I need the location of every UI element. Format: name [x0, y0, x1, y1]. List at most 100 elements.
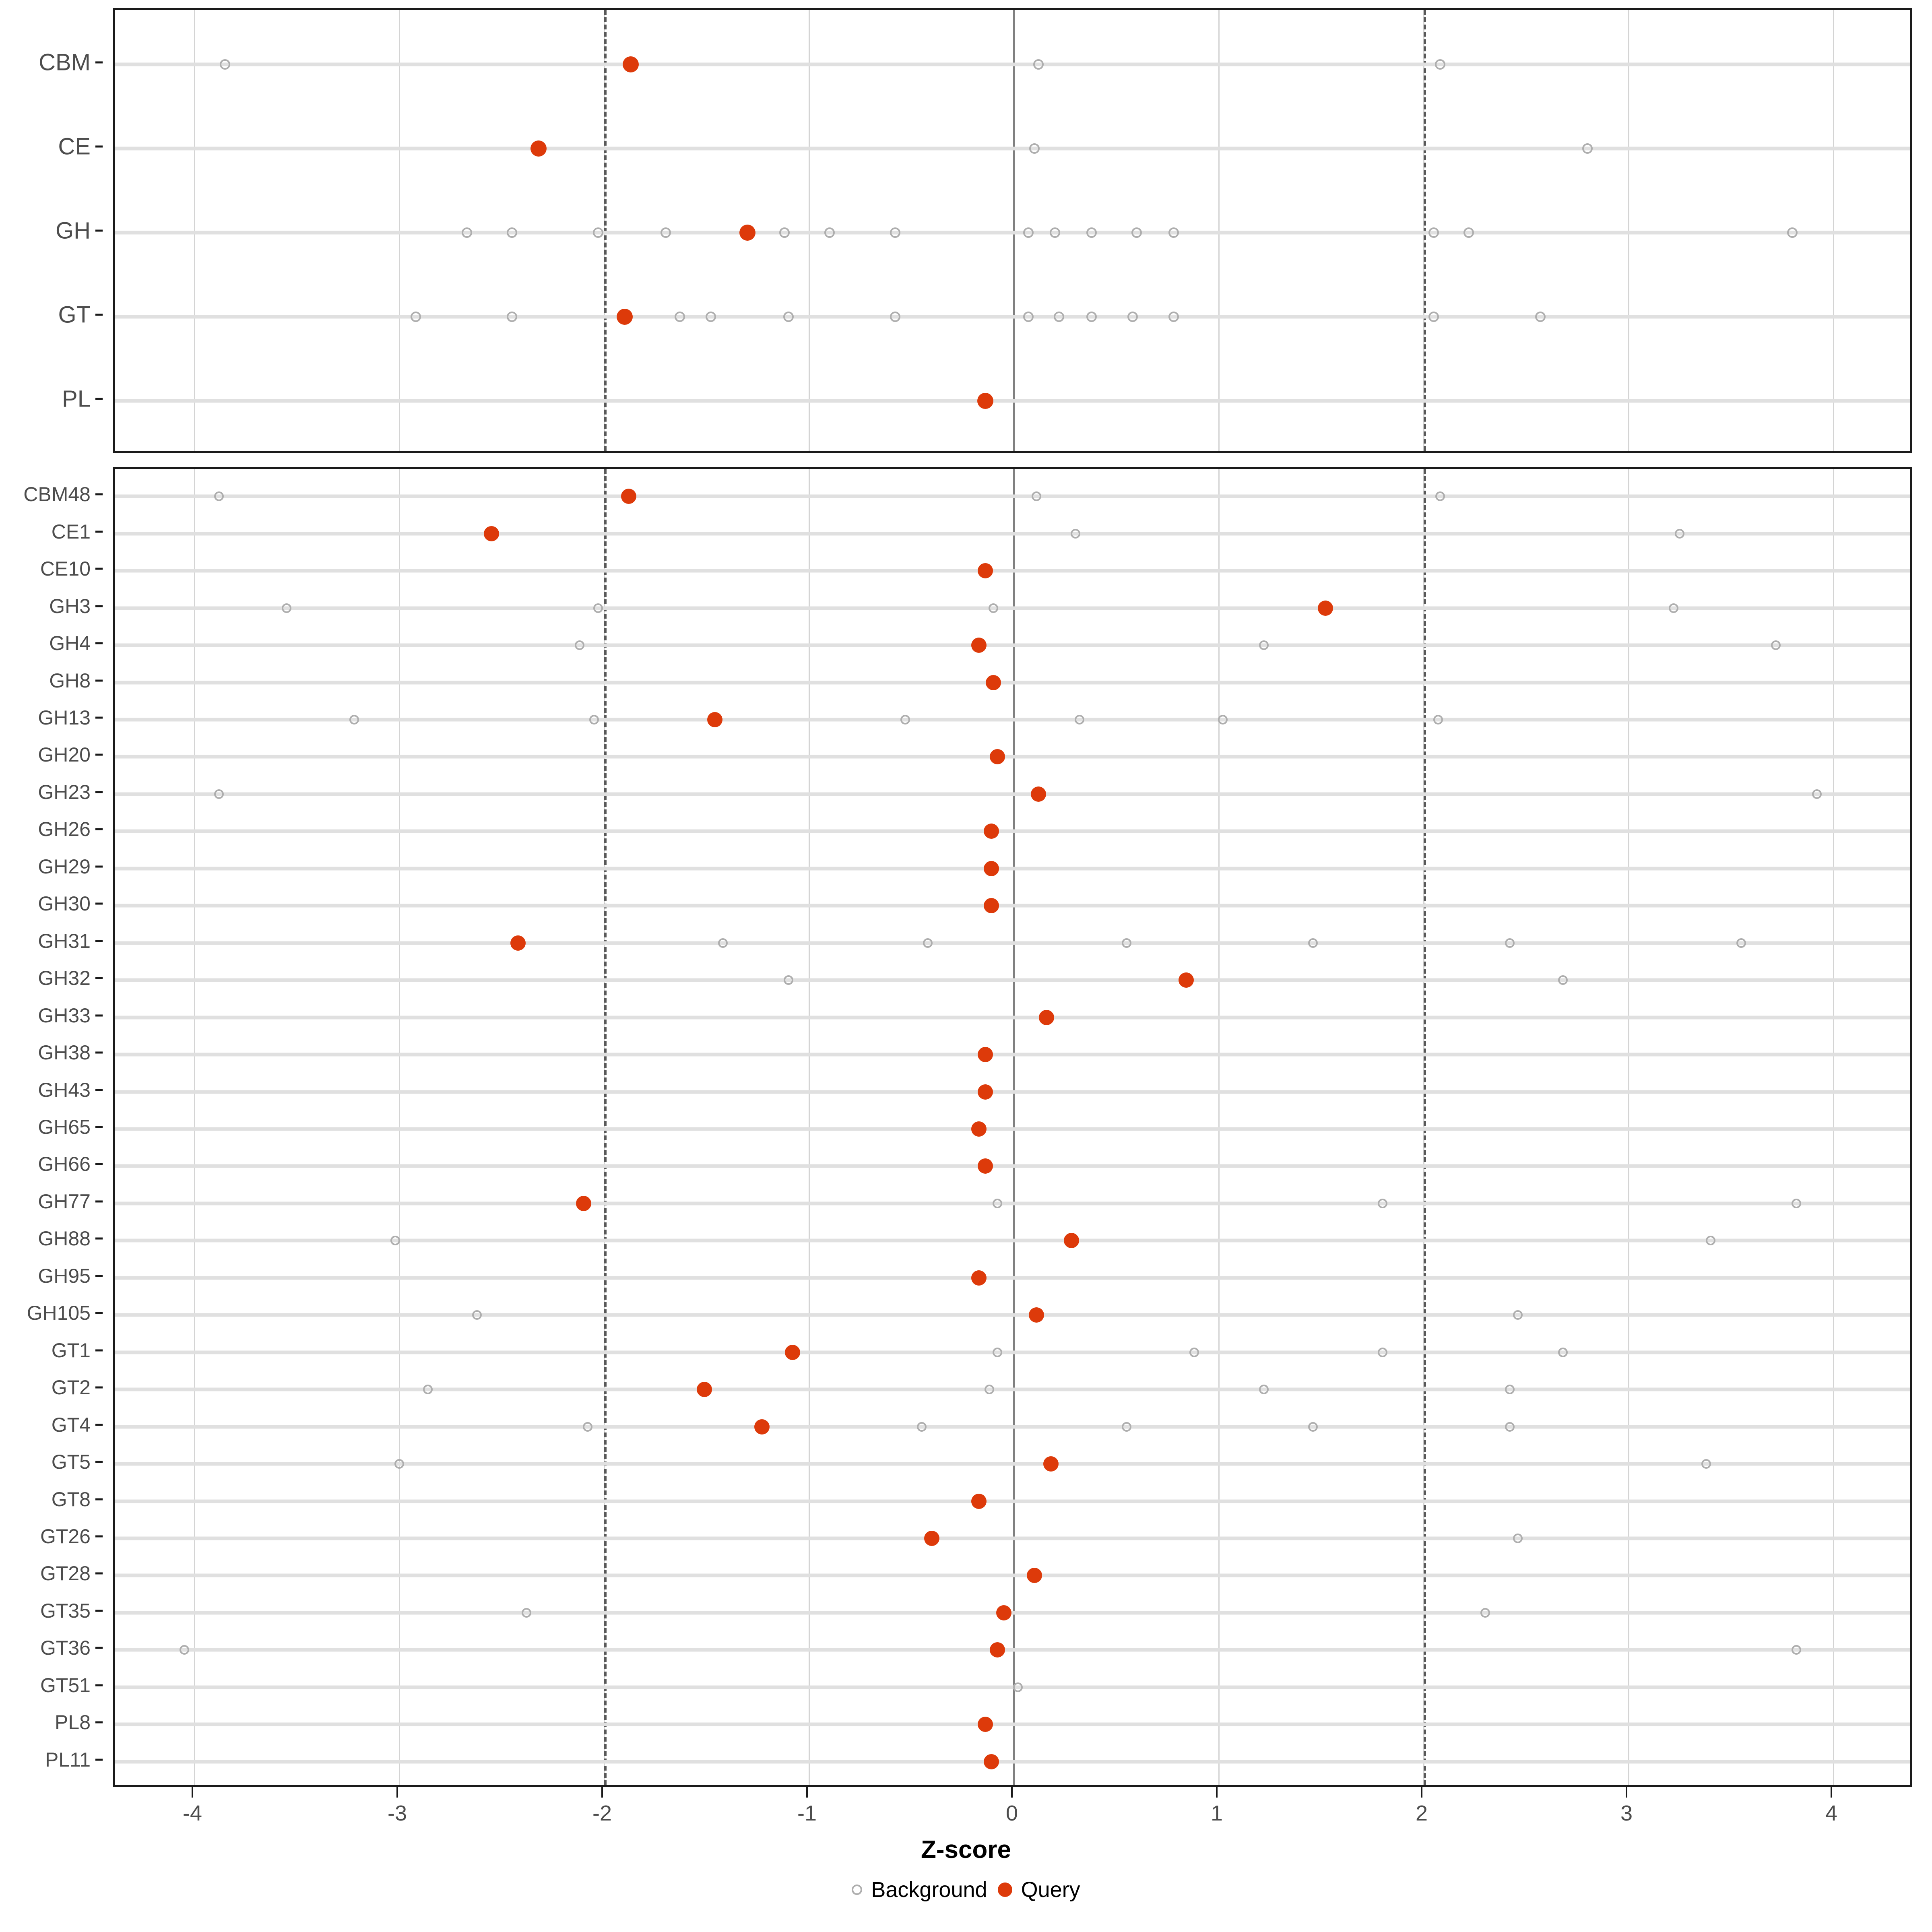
gridline-x-4: [1833, 10, 1834, 451]
background-point: [472, 1310, 482, 1320]
y-axis-tick: [95, 1312, 103, 1314]
query-point: [1031, 786, 1046, 802]
query-point: [977, 392, 993, 409]
threshold-line--2: [604, 469, 607, 1785]
background-point: [583, 1422, 593, 1432]
y-axis-tick: [95, 977, 103, 979]
x-axis-tick-label: 4: [1825, 1801, 1838, 1825]
background-point: [1736, 938, 1746, 948]
y-axis-label: GH31: [38, 929, 91, 952]
y-axis-label: GH13: [38, 706, 91, 729]
y-axis-label: GH88: [38, 1227, 91, 1250]
legend-label-query: Query: [1021, 1878, 1080, 1902]
background-point: [1131, 227, 1142, 238]
legend-item-background[interactable]: Background: [852, 1877, 987, 1902]
y-axis-label: GT8: [51, 1488, 91, 1511]
background-point: [282, 603, 292, 613]
row-baseline: [115, 755, 1910, 759]
x-axis-tick-label: -4: [182, 1801, 202, 1825]
row-baseline: [115, 1387, 1910, 1391]
row-baseline: [115, 1238, 1910, 1243]
filled-circle-icon: [997, 1882, 1012, 1897]
background-point: [1053, 311, 1064, 322]
y-axis-label: CBM: [39, 49, 91, 75]
query-point: [984, 824, 999, 839]
row-baseline: [115, 867, 1910, 871]
y-axis-label: CE1: [51, 520, 91, 543]
row-baseline: [115, 147, 1910, 150]
background-point: [349, 714, 359, 724]
background-point: [1558, 975, 1568, 985]
x-axis-tick-label: 0: [1005, 1801, 1018, 1825]
x-axis: -4 -3 -2 -1 0 1 2 3 4: [113, 1787, 1912, 1835]
y-axis-label: GT4: [51, 1413, 91, 1436]
y-axis-tick: [95, 902, 103, 905]
background-point: [1308, 938, 1318, 948]
query-point: [1039, 1009, 1055, 1025]
y-axis-tick: [95, 1014, 103, 1017]
threshold-line--2: [604, 10, 607, 451]
query-point: [984, 861, 999, 876]
background-point: [890, 227, 900, 238]
y-axis-tick: [95, 1089, 103, 1091]
y-axis-tick: [95, 1461, 103, 1463]
x-axis-tick-2: [1421, 1787, 1422, 1798]
background-point: [1259, 1385, 1269, 1395]
row-baseline: [115, 1350, 1910, 1354]
y-axis-tick: [95, 865, 103, 868]
background-point: [1168, 311, 1179, 322]
background-point: [1433, 714, 1443, 724]
background-point: [1558, 1347, 1568, 1357]
y-axis-label: GT2: [51, 1376, 91, 1399]
background-point: [824, 227, 835, 238]
y-axis-label: GH23: [38, 780, 91, 803]
x-axis-tick--4: [192, 1787, 193, 1798]
gridline-x-1: [1218, 469, 1220, 1785]
y-axis-label: GH32: [38, 967, 91, 990]
y-axis-tick: [95, 314, 103, 316]
background-point: [1513, 1310, 1523, 1320]
background-point: [506, 227, 517, 238]
row-baseline: [115, 792, 1910, 796]
row-baseline: [115, 1016, 1910, 1020]
query-point: [971, 1121, 987, 1137]
y-axis-label: PL: [62, 386, 91, 412]
y-axis-tick: [95, 1535, 103, 1538]
y-axis-label: PL8: [55, 1711, 91, 1734]
background-point: [1435, 491, 1445, 502]
query-point: [977, 1717, 993, 1732]
row-baseline: [115, 1611, 1910, 1615]
query-point: [984, 1754, 999, 1769]
query-point: [785, 1344, 801, 1360]
gridline-x--3: [398, 10, 400, 451]
gridline-x--3: [398, 469, 400, 1785]
y-axis-label: GH3: [49, 594, 91, 617]
x-axis-tick--2: [601, 1787, 603, 1798]
y-axis-label: GH30: [38, 892, 91, 915]
y-axis-tick: [95, 679, 103, 681]
y-axis-tick: [95, 493, 103, 495]
y-axis-tick: [95, 1610, 103, 1612]
row-baseline: [115, 1127, 1910, 1131]
query-point: [977, 1047, 993, 1063]
row-baseline: [115, 1648, 1910, 1652]
background-point: [1013, 1682, 1023, 1692]
row-baseline: [115, 904, 1910, 908]
y-axis-tick: [95, 398, 103, 400]
query-point: [754, 1419, 770, 1435]
y-axis-label: GT26: [40, 1525, 91, 1548]
y-axis-tick: [95, 1498, 103, 1501]
background-point: [1121, 1422, 1131, 1432]
y-axis-label: GH105: [27, 1302, 91, 1325]
y-axis-label: GT1: [51, 1339, 91, 1362]
query-point: [1178, 972, 1194, 988]
y-axis-tick: [95, 229, 103, 231]
query-point: [977, 563, 993, 579]
background-point: [1787, 227, 1798, 238]
background-point: [1086, 311, 1097, 322]
y-axis-label: GT51: [40, 1674, 91, 1697]
x-axis-tick-label: 1: [1210, 1801, 1223, 1825]
legend-item-query[interactable]: Query: [997, 1877, 1080, 1902]
y-axis-labels-top: CBM CE GH GT PL: [0, 8, 103, 453]
threshold-line-2: [1424, 469, 1426, 1785]
